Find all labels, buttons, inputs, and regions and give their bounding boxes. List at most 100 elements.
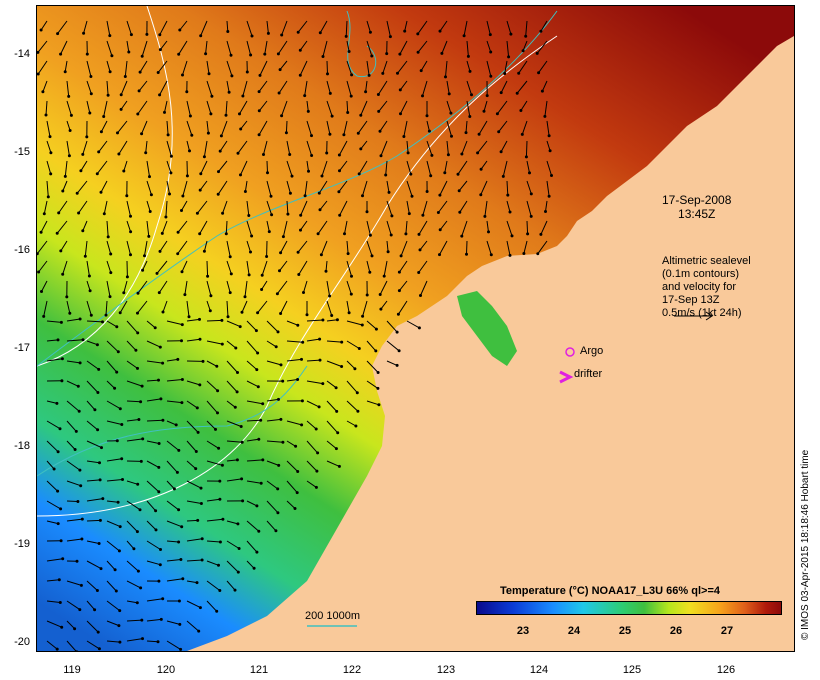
velocity-vector <box>366 220 371 236</box>
velocity-vector <box>66 640 77 651</box>
velocity-vector <box>57 20 68 34</box>
velocity-vector <box>46 520 59 525</box>
velocity-vector <box>303 280 308 293</box>
velocity-vector <box>226 580 236 591</box>
velocity-vector-head <box>181 73 184 77</box>
velocity-vector <box>161 220 168 234</box>
velocity-vector <box>326 460 340 467</box>
velocity-vector <box>306 120 312 136</box>
velocity-vector <box>326 420 339 434</box>
velocity-vector-head <box>198 188 202 192</box>
velocity-vector <box>165 200 168 218</box>
velocity-vector <box>546 120 550 136</box>
velocity-vector <box>226 478 242 482</box>
velocity-vector-head <box>354 424 358 428</box>
velocity-vector-head <box>79 484 83 488</box>
argo-marker <box>565 347 575 357</box>
velocity-vector-head <box>236 151 240 155</box>
velocity-vector <box>246 540 258 553</box>
velocity-vector-head <box>158 345 162 349</box>
velocity-vector <box>186 400 198 409</box>
velocity-vector <box>86 400 96 411</box>
velocity-vector-head <box>39 28 43 32</box>
velocity-vector <box>246 40 252 56</box>
velocity-vector-head <box>209 112 213 116</box>
velocity-vector <box>106 360 118 373</box>
velocity-vector <box>286 340 303 343</box>
velocity-vector <box>339 160 348 172</box>
velocity-vector-head <box>156 640 160 644</box>
velocity-vector <box>417 20 428 35</box>
velocity-vector-head <box>236 371 239 374</box>
velocity-vector-head <box>219 134 223 138</box>
velocity-vector-head <box>438 193 442 197</box>
velocity-vector <box>346 340 360 349</box>
velocity-vector-head <box>321 55 325 58</box>
velocity-vector <box>40 20 48 31</box>
velocity-vector <box>106 240 112 255</box>
velocity-vector-head <box>236 570 240 574</box>
velocity-vector-head <box>509 32 513 36</box>
velocity-vector <box>60 40 68 55</box>
velocity-vector <box>166 540 179 543</box>
velocity-vector-head <box>83 254 87 258</box>
sealevel-contour <box>37 6 173 367</box>
velocity-vector-head <box>340 365 344 368</box>
velocity-vector <box>205 40 208 54</box>
velocity-vector <box>266 320 279 333</box>
velocity-vector-head <box>279 251 283 255</box>
velocity-vector <box>137 100 148 115</box>
velocity-vector <box>217 180 228 195</box>
velocity-vector <box>266 480 278 490</box>
velocity-vector-head <box>37 270 41 274</box>
velocity-vector-head <box>462 34 466 38</box>
velocity-vector <box>536 40 548 54</box>
velocity-vector-head <box>269 194 273 198</box>
velocity-vector-head <box>347 311 351 315</box>
velocity-vector <box>386 320 398 333</box>
velocity-vector-head <box>294 444 298 448</box>
velocity-vector-head <box>199 502 203 505</box>
velocity-vector-head <box>457 189 461 193</box>
velocity-vector <box>206 319 222 322</box>
velocity-vector-head <box>125 275 129 279</box>
velocity-vector-head <box>417 271 421 274</box>
velocity-vector <box>206 100 212 115</box>
velocity-vector <box>166 500 179 511</box>
velocity-vector <box>506 240 511 256</box>
velocity-vector-head <box>106 235 110 239</box>
velocity-vector-head <box>276 487 280 491</box>
velocity-vector <box>338 180 348 193</box>
velocity-vector <box>346 280 352 295</box>
velocity-vector <box>206 120 209 134</box>
velocity-vector-head <box>129 253 132 257</box>
velocity-vector <box>546 160 552 176</box>
velocity-vector <box>106 20 111 36</box>
velocity-vector-head <box>328 294 332 298</box>
velocity-vector-head <box>395 363 399 367</box>
velocity-vector-head <box>281 379 285 383</box>
velocity-vector <box>326 280 331 297</box>
velocity-vector <box>478 120 488 135</box>
velocity-vector <box>226 240 231 257</box>
velocity-vector-head <box>402 135 406 138</box>
velocity-vector <box>544 100 548 117</box>
velocity-vector-head <box>315 469 319 473</box>
velocity-vector <box>166 379 183 382</box>
velocity-vector-head <box>98 518 102 522</box>
velocity-vector <box>304 180 308 196</box>
velocity-vector <box>226 560 239 573</box>
velocity-vector <box>66 620 75 630</box>
velocity-vector-head <box>49 151 53 155</box>
velocity-vector-head <box>108 295 112 299</box>
velocity-vector-head <box>361 314 365 318</box>
velocity-vector <box>106 600 121 611</box>
velocity-vector-head <box>243 190 247 193</box>
velocity-vector <box>246 459 263 462</box>
velocity-vector <box>263 140 268 155</box>
velocity-vector <box>506 180 509 196</box>
velocity-vector-head <box>334 447 338 451</box>
velocity-vector <box>397 300 408 315</box>
velocity-vector-head <box>179 558 183 561</box>
velocity-vector <box>318 180 328 194</box>
